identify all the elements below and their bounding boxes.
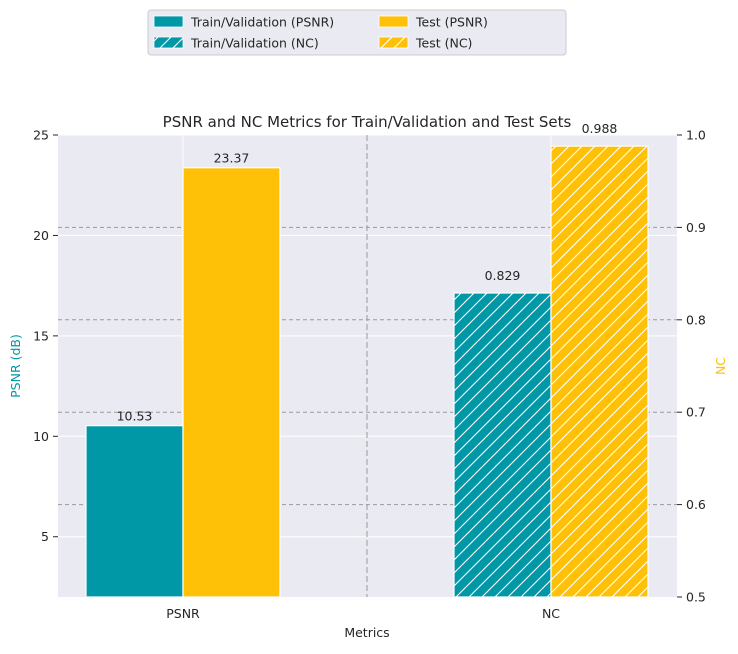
x-tick-label: PSNR xyxy=(166,606,200,621)
bar-test-psnr xyxy=(182,167,281,598)
legend-box xyxy=(147,9,567,56)
right-y-axis: 0.5 0.6 0.7 0.8 0.9 1.0 xyxy=(677,128,706,605)
legend-label: Test (NC) xyxy=(415,36,472,51)
chart-title: PSNR and NC Metrics for Train/Validation… xyxy=(163,113,572,131)
left-y-axis-label: PSNR (dB) xyxy=(8,334,23,398)
right-tick-label: 0.9 xyxy=(686,220,706,235)
right-tick-label: 1.0 xyxy=(686,128,706,143)
legend-swatch xyxy=(153,36,184,49)
right-tick-label: 0.6 xyxy=(686,497,706,512)
legend: Train/Validation (PSNR) Train/Validation … xyxy=(147,9,567,56)
left-tick-label: 15 xyxy=(33,328,49,343)
right-tick-label: 0.5 xyxy=(686,590,706,605)
bars xyxy=(85,145,649,598)
right-y-axis-label: NC xyxy=(713,357,728,375)
left-tick-label: 10 xyxy=(33,429,49,444)
x-tick-label: NC xyxy=(542,606,560,621)
legend-swatch xyxy=(378,36,409,49)
left-tick-label: 25 xyxy=(33,128,49,143)
bar-value-label: 10.53 xyxy=(117,409,153,424)
bar-value-labels: 10.53 23.37 0.829 0.988 xyxy=(117,121,618,424)
bar-train-validation-psnr xyxy=(85,425,184,598)
legend-swatch xyxy=(153,15,184,28)
legend-label: Train/Validation (NC) xyxy=(190,36,319,51)
bar-value-label: 23.37 xyxy=(214,151,250,166)
legend-label: Train/Validation (PSNR) xyxy=(190,15,334,30)
bar-value-label: 0.988 xyxy=(582,121,618,136)
legend-swatch xyxy=(378,15,409,28)
right-tick-label: 0.8 xyxy=(686,312,706,327)
left-tick-label: 5 xyxy=(41,529,49,544)
bar-value-label: 0.829 xyxy=(485,268,521,283)
bar-train-validation-nc xyxy=(453,292,552,598)
x-axis: PSNR NC xyxy=(166,606,560,621)
left-y-axis: 5 10 15 20 25 xyxy=(33,128,58,544)
x-axis-label: Metrics xyxy=(344,625,389,640)
legend-label: Test (PSNR) xyxy=(415,15,488,30)
right-tick-label: 0.7 xyxy=(686,405,706,420)
bar-test-nc xyxy=(550,145,649,598)
left-tick-label: 20 xyxy=(33,228,49,243)
